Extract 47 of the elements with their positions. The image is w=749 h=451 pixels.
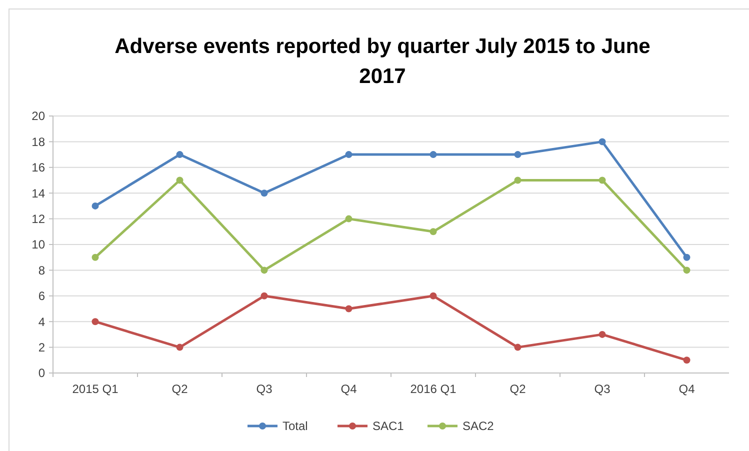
y-tick-label: 2 [38, 340, 46, 354]
legend-label: SAC2 [462, 419, 494, 434]
x-tick-label: Q3 [256, 382, 273, 396]
point [345, 151, 352, 158]
point [92, 202, 99, 210]
y-tick-label: 6 [38, 289, 46, 304]
point [430, 228, 437, 236]
x-tick-label: 2016 Q1 [410, 382, 457, 396]
legend-label: Total [282, 419, 308, 434]
point [514, 176, 522, 184]
chart-title: Adverse events reported by quarter July 2015 to June 2017 [114, 35, 650, 88]
point [430, 151, 437, 158]
y-tick-label: 18 [32, 134, 46, 149]
x-tick-label: Q2 [172, 382, 188, 396]
y-tick-label: 16 [32, 160, 46, 175]
y-tick-label: 8 [38, 263, 46, 278]
point [176, 176, 184, 184]
point [345, 305, 352, 312]
x-tick-label: Q2 [510, 382, 526, 396]
point [92, 254, 99, 261]
legend-label: SAC1 [372, 419, 404, 434]
point [683, 356, 690, 364]
y-tick-label: 0 [38, 366, 46, 380]
point [514, 151, 522, 158]
point [176, 151, 184, 158]
point [430, 292, 437, 300]
y-tick-label: 4 [38, 314, 46, 329]
y-tick-label: 20 [32, 109, 46, 124]
point [598, 138, 606, 146]
point [514, 344, 522, 351]
point [598, 330, 606, 338]
x-tick-label: Q4 [340, 382, 358, 396]
point [176, 344, 184, 351]
point [260, 266, 268, 274]
y-tick-label: 14 [32, 186, 46, 200]
y-tick-label: 10 [32, 238, 46, 252]
point [92, 318, 99, 326]
point [345, 215, 352, 222]
point [260, 292, 268, 300]
point [683, 266, 690, 274]
x-tick-label: Q4 [678, 382, 696, 396]
point [683, 254, 690, 261]
x-tick-label: 2015 Q1 [72, 382, 119, 396]
y-tick-label: 12 [32, 212, 46, 226]
point [598, 176, 606, 184]
point [260, 190, 268, 197]
x-tick-label: Q3 [594, 382, 611, 396]
